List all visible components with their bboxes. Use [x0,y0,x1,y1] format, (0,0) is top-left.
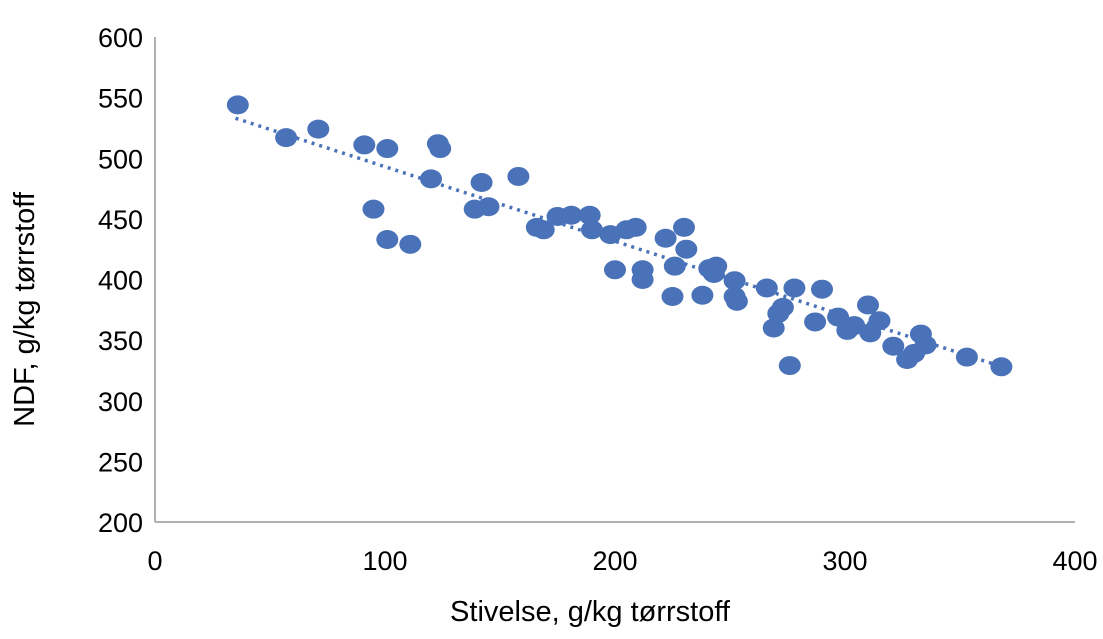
x-tick-label: 400 [1052,546,1097,576]
data-point [226,95,249,115]
data-point [376,229,399,249]
data-point [675,239,698,259]
data-point [705,256,728,276]
x-tick-label: 100 [362,546,407,576]
data-point [857,295,879,315]
data-point [723,271,746,291]
data-point [882,336,905,356]
data-point [507,166,530,186]
y-tick-label: 500 [98,144,143,174]
data-point [362,199,385,219]
y-tick-label: 400 [98,266,143,296]
data-point [581,220,603,240]
y-tick-label: 350 [98,326,143,356]
y-tick-label: 550 [98,84,143,114]
data-point [914,335,937,355]
data-point [725,291,748,311]
data-point [771,297,794,317]
plot-area [154,37,1075,523]
data-point [868,311,891,331]
data-point [778,356,801,376]
data-point [532,220,555,240]
data-point [307,119,330,139]
data-point [673,217,695,237]
data-point [353,135,376,155]
data-point [661,286,684,306]
data-point [624,217,647,237]
data-point [578,205,601,225]
y-tick-label: 250 [98,447,143,477]
data-point [604,260,626,280]
data-points [226,95,1013,377]
data-point [631,270,654,289]
data-point [470,173,493,192]
data-point [560,205,583,225]
y-tick-label: 450 [98,205,143,235]
trendline [234,116,1007,370]
data-point [399,234,422,254]
y-tick-labels: 200 250 300 350 400 450 500 550 600 [98,23,143,538]
data-point [429,139,452,159]
y-tick-label: 300 [98,387,143,417]
x-axis-title: Stivelse, g/kg tørrstoff [450,596,731,628]
data-point [811,279,833,299]
data-point [762,318,785,338]
data-point [275,128,298,148]
y-tick-label: 600 [98,23,143,53]
data-point [654,228,677,248]
data-point [804,312,827,332]
data-point [663,256,686,276]
x-tick-label: 300 [822,546,867,576]
data-point [376,139,399,159]
data-point [783,278,806,298]
data-point [990,357,1013,377]
x-tick-labels: 0 100 200 300 400 [147,546,1097,576]
data-point [691,285,714,305]
y-tick-label: 200 [98,508,143,538]
y-axis-title: NDF, g/kg tørrstoff [9,191,41,427]
x-tick-label: 200 [592,546,637,576]
x-tick-label: 0 [147,546,162,576]
data-point [755,278,778,298]
data-point [420,169,442,189]
data-point [477,197,500,217]
